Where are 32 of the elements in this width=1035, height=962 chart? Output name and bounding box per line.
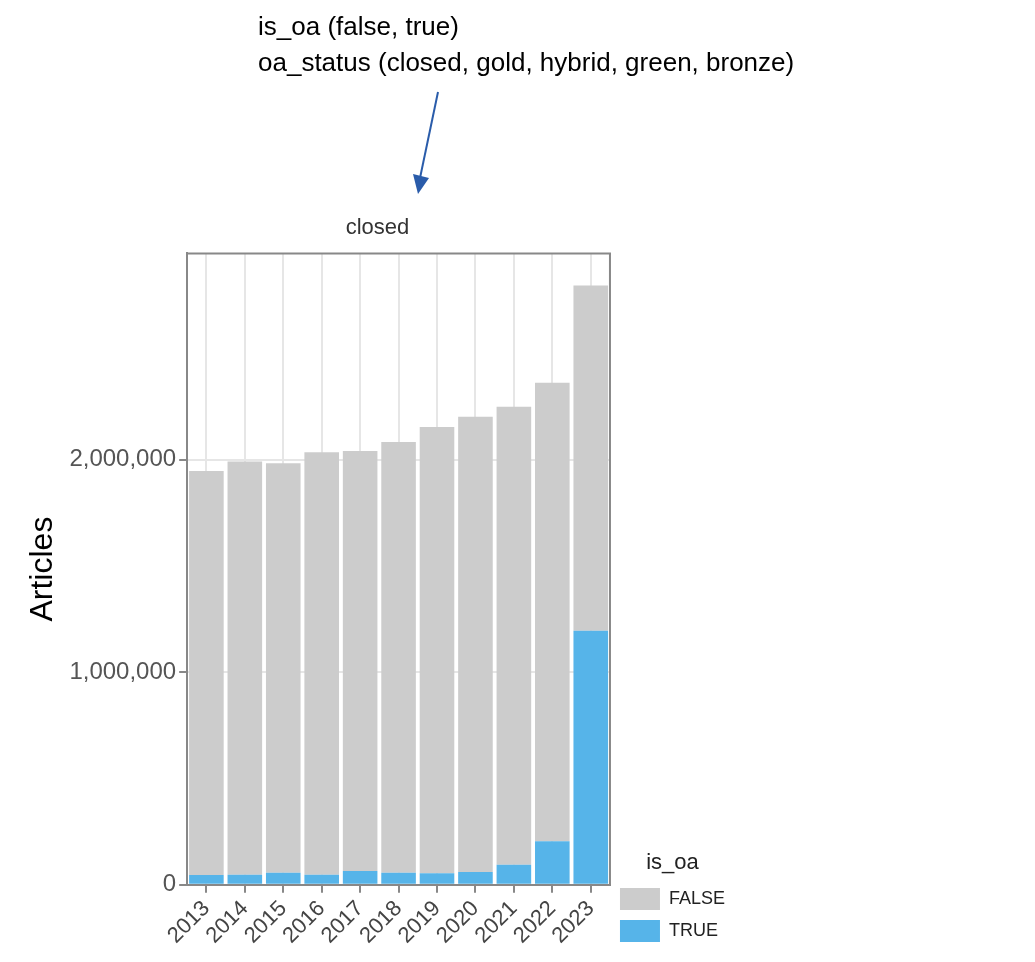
- bar: [381, 872, 416, 884]
- y-tick-label: 0: [162, 869, 177, 897]
- y-axis-title: Articles: [23, 516, 60, 622]
- bar: [458, 416, 493, 872]
- bar: [265, 872, 301, 884]
- bar: [496, 864, 532, 884]
- y-tick-label: 2,000,000: [69, 444, 177, 472]
- legend-title: is_oa: [646, 848, 700, 874]
- bar: [189, 471, 224, 875]
- text: oa_status (closed, gold, hybrid, green, bronze): [258, 46, 795, 79]
- bar: [189, 874, 224, 884]
- bar: [342, 871, 378, 884]
- bar: [419, 873, 455, 884]
- bar: [496, 406, 532, 865]
- bar: [265, 463, 301, 873]
- bar: [381, 441, 416, 873]
- bar: [573, 285, 609, 631]
- bar: [419, 427, 455, 874]
- text: is_oa (false, true): [258, 10, 460, 43]
- bar: [304, 452, 339, 875]
- bar: [227, 461, 263, 875]
- bar: [342, 450, 378, 872]
- chart-title: closed: [345, 214, 410, 240]
- bar: [458, 871, 493, 884]
- bar: [573, 630, 609, 884]
- y-tick-label: 1,000,000: [69, 656, 177, 684]
- bar: [227, 874, 263, 884]
- legend-label: FALSE: [668, 887, 725, 908]
- bar: [535, 382, 570, 842]
- bar: [535, 841, 570, 884]
- bar: [304, 874, 339, 884]
- legend-label: TRUE: [668, 919, 718, 940]
